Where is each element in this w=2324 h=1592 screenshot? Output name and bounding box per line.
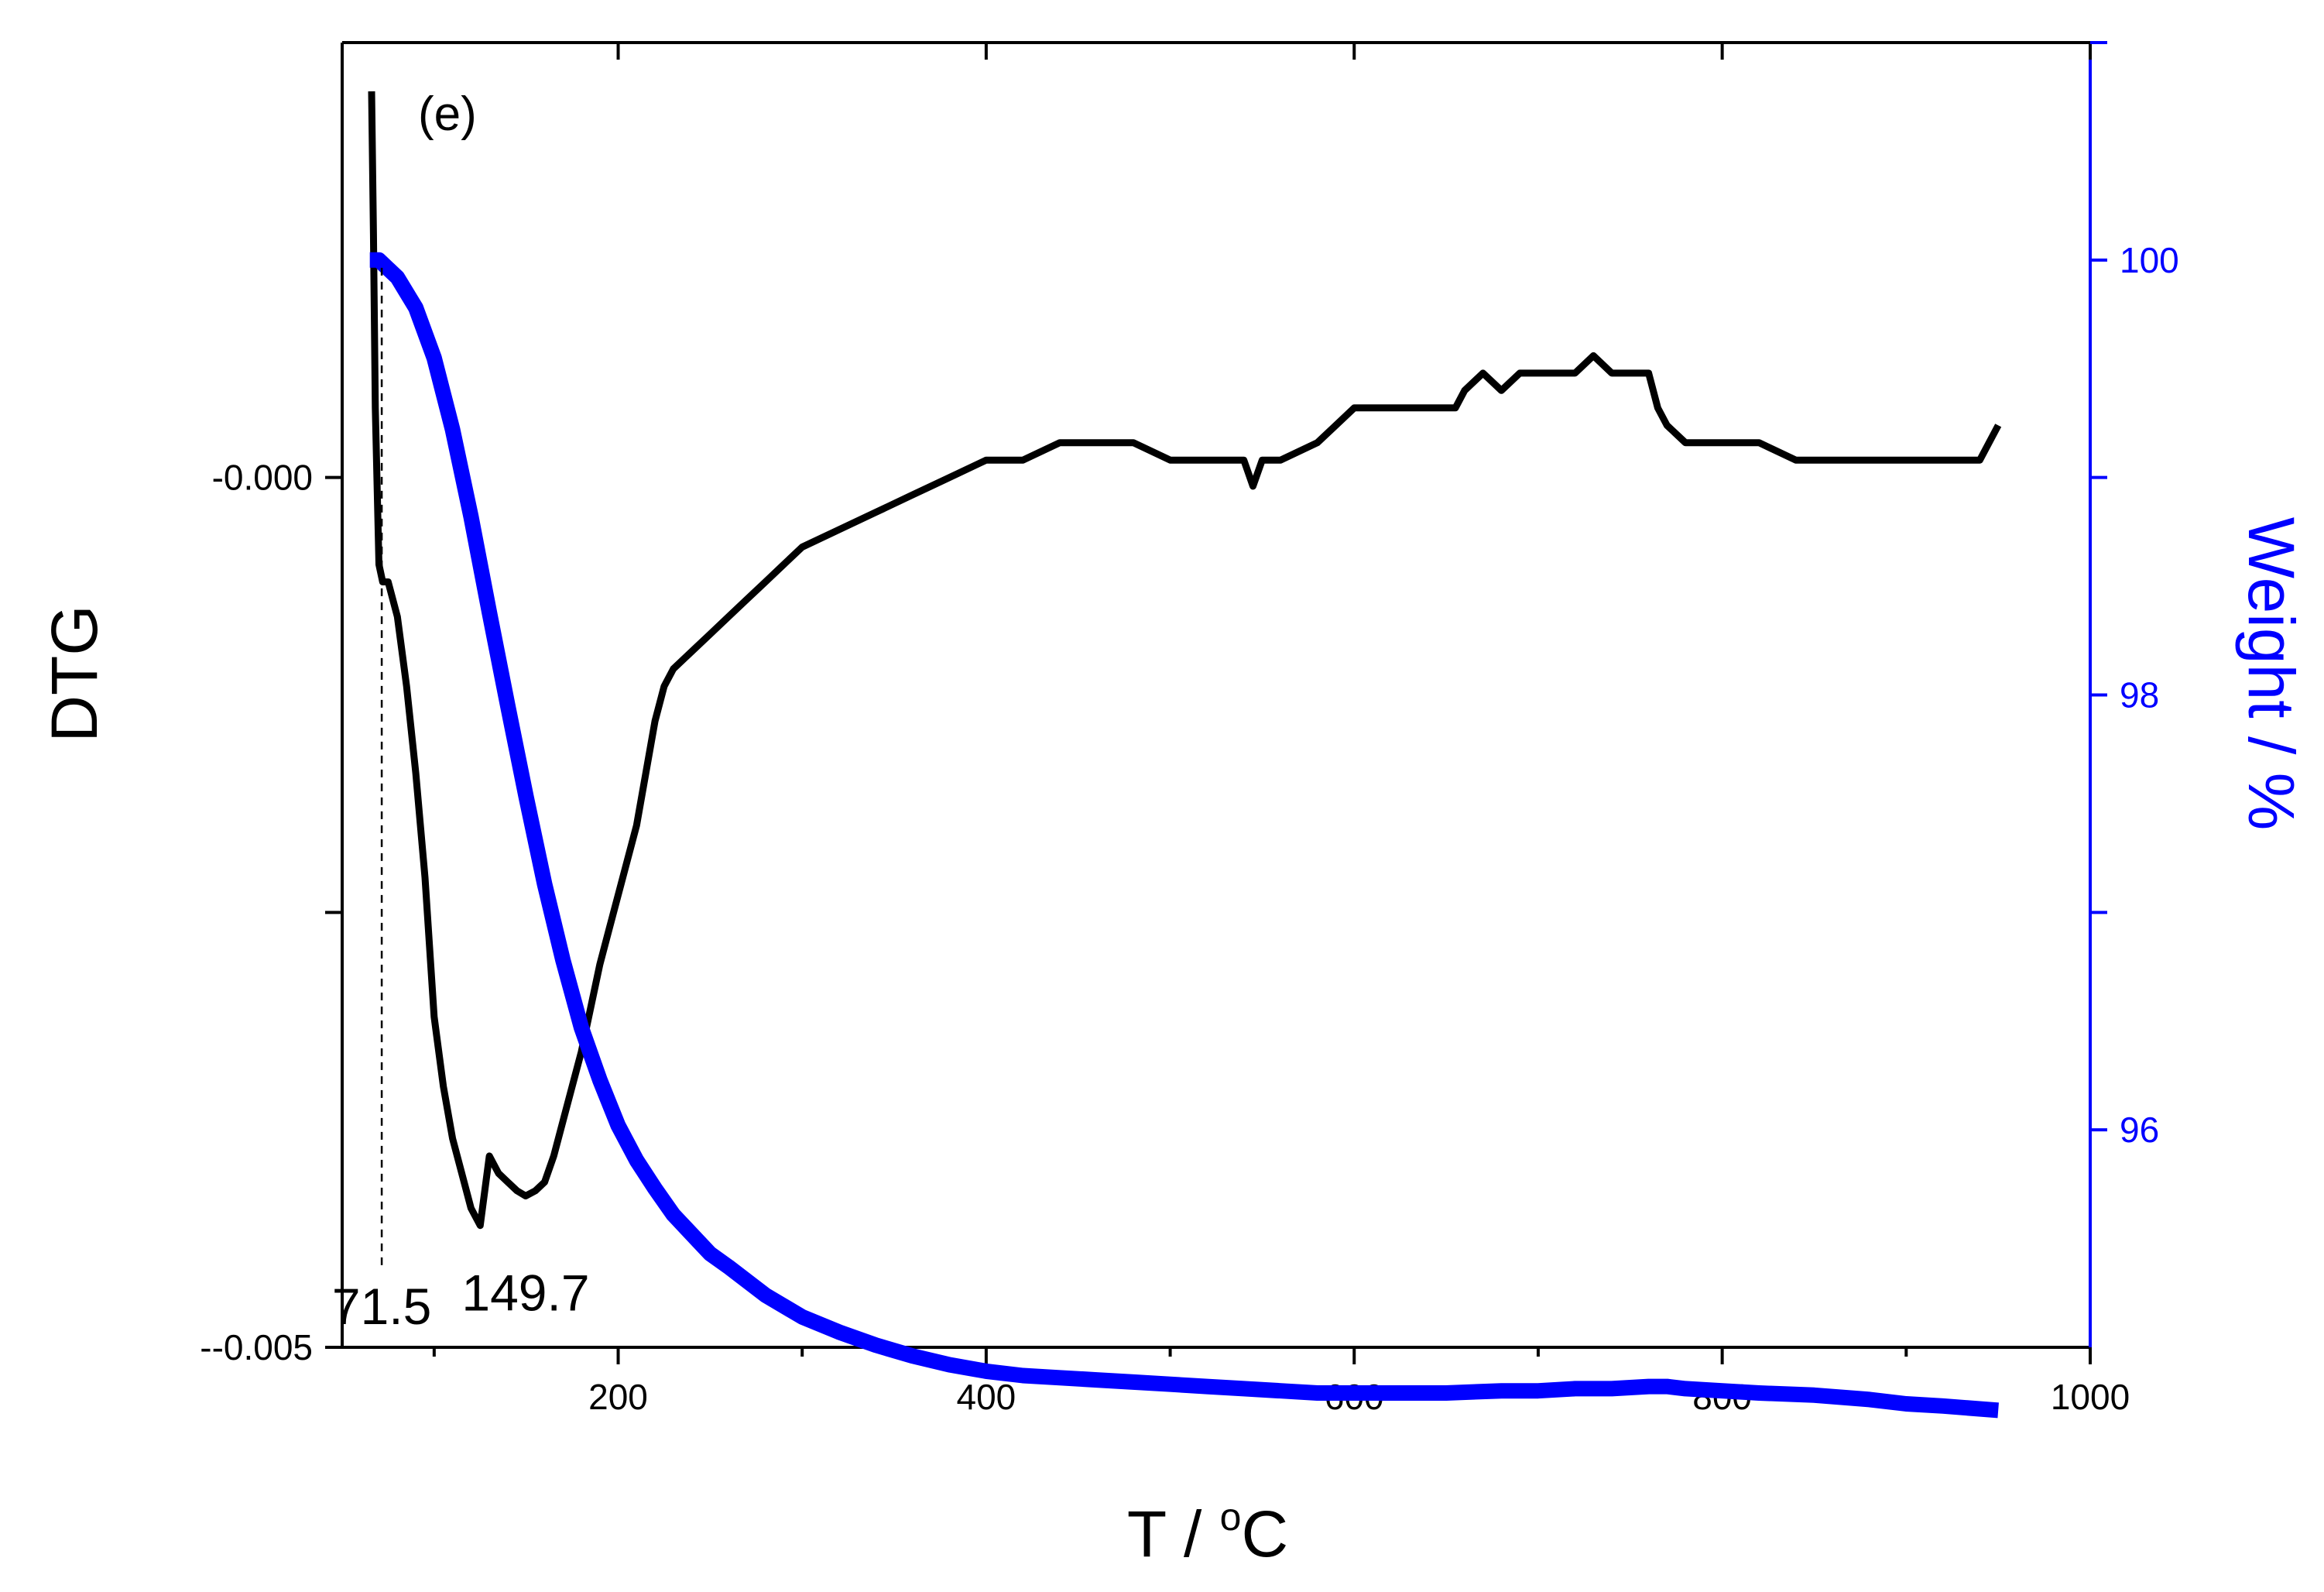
dtg-series-line: [368, 91, 2002, 1230]
y-axis-left-title: DTG: [38, 605, 111, 742]
axes-frame: [341, 41, 2092, 1349]
x-tick-label: 200: [588, 1377, 648, 1417]
x-axis-title: T / oC: [1127, 1495, 1288, 1570]
peak-annotation: 149.7: [461, 1264, 589, 1322]
x-tick-label: 400: [957, 1377, 1016, 1417]
annotations: 149.7 71.5: [332, 267, 590, 1335]
x-axis-title-superscript: o: [1220, 1495, 1242, 1539]
y-right-tick-label: 96: [2120, 1110, 2159, 1150]
panel-label: (e): [418, 87, 477, 141]
weight-series-line: [369, 252, 1999, 1419]
y-axis-right-title: Weight / %: [2235, 517, 2308, 831]
y-left-tick-label: -0.000: [212, 458, 313, 498]
onset-annotation: 71.5: [332, 1278, 431, 1335]
x-axis-title-unit: C: [1241, 1498, 1288, 1570]
x-axis-title-main: T /: [1127, 1498, 1220, 1570]
series-lines: [368, 91, 2002, 1419]
y-right-tick-label: 98: [2120, 675, 2159, 715]
y-right-tick-label: 100: [2120, 240, 2179, 280]
x-tick-label: 1000: [2051, 1377, 2130, 1417]
y-left-tick-label: --0.005: [200, 1327, 313, 1367]
